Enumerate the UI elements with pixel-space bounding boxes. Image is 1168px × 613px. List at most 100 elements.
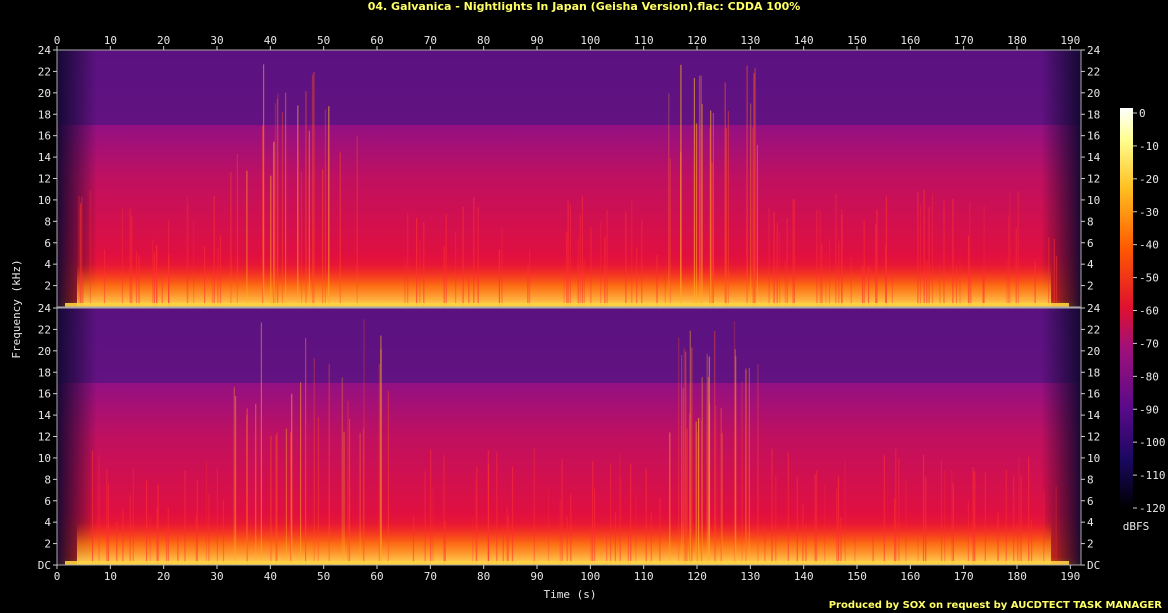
transient-streak: [404, 261, 406, 307]
transient-streak: [1055, 486, 1057, 565]
transient-streak: [507, 515, 509, 565]
transient-streak: [669, 432, 671, 565]
transient-streak: [619, 476, 621, 565]
transient-streak: [695, 421, 697, 565]
transient-streak: [412, 515, 415, 565]
transient-streak: [156, 506, 158, 565]
transient-streak: [424, 471, 426, 565]
transient-streak: [204, 246, 206, 307]
transient-streak: [590, 226, 592, 307]
transient-streak: [187, 204, 189, 307]
x-tick-top-label: 80: [477, 34, 490, 47]
colorbar-tick-label: -100: [1139, 436, 1166, 449]
x-tick-bottom-label: 140: [794, 570, 814, 583]
transient-streak: [724, 82, 726, 308]
transient-streak: [122, 509, 124, 565]
transient-streak: [79, 203, 82, 307]
transient-streak: [828, 238, 831, 307]
transient-streak: [432, 486, 434, 565]
transient-streak: [919, 205, 922, 307]
transient-streak: [630, 463, 632, 565]
transient-streak: [659, 498, 661, 565]
transient-streak: [1048, 237, 1050, 307]
transient-streak: [380, 335, 382, 565]
transient-streak: [614, 512, 616, 565]
transient-streak: [590, 528, 592, 565]
transient-streak: [416, 218, 418, 307]
top-panel-y-tick-right: 18: [1087, 108, 1100, 121]
axes-layer: 0 0 10 10 20 20 30 30 40 40 50 50 60 60 70 70 80 80 90 90 10…: [38, 34, 1101, 583]
transient-streak: [308, 130, 310, 307]
top-panel-y-tick-left: 18: [38, 108, 51, 121]
transient-streak: [444, 520, 446, 565]
bottom-panel-y-tick-right: 10: [1087, 452, 1100, 465]
transient-streak: [796, 476, 798, 565]
transient-streak: [300, 172, 303, 307]
x-tick-top-label: 70: [424, 34, 437, 47]
x-tick-top-label: 140: [794, 34, 814, 47]
transient-streak: [928, 207, 930, 307]
transient-streak: [1034, 261, 1036, 307]
top-panel-y-tick-right: 24: [1087, 44, 1101, 57]
bottom-panel-y-tick-right: 22: [1087, 323, 1100, 336]
colorbar-tick-label: -80: [1139, 370, 1159, 383]
bottom-panel-y-tick-right: 6: [1087, 495, 1094, 508]
transient-streak: [533, 448, 535, 565]
transient-streak: [348, 419, 351, 565]
transient-streak: [835, 193, 837, 307]
transient-streak: [205, 461, 207, 565]
bottom-panel-y-tick-left: 2: [44, 538, 51, 551]
transient-streak: [816, 210, 818, 307]
transient-streak: [645, 468, 647, 565]
top-panel-y-tick-left: 12: [38, 173, 51, 186]
transient-streak: [472, 517, 474, 565]
transient-streak: [700, 420, 703, 565]
transient-streak: [698, 75, 701, 307]
transient-streak: [636, 247, 638, 307]
transient-streak: [276, 432, 278, 565]
transient-streak: [885, 196, 887, 307]
transient-streak: [594, 488, 596, 565]
transient-streak: [689, 330, 691, 565]
transient-streak: [91, 450, 94, 565]
transient-streak: [681, 355, 683, 565]
transient-streak: [196, 479, 198, 565]
x-tick-top-label: 60: [370, 34, 383, 47]
transient-streak: [1053, 238, 1055, 307]
transient-streak: [680, 64, 682, 307]
colorbar-label: dBFS: [1123, 520, 1150, 533]
x-tick-bottom-label: 110: [634, 570, 654, 583]
transient-streak: [455, 232, 457, 307]
transient-streak: [156, 245, 158, 307]
colorbar-tick-label: -40: [1139, 239, 1159, 252]
transient-streak: [819, 210, 821, 307]
transient-streak: [854, 532, 856, 565]
transient-streak: [664, 266, 666, 307]
transient-streak: [750, 103, 752, 307]
transient-streak: [168, 254, 170, 307]
transient-streak: [356, 135, 358, 307]
x-tick-top-label: 90: [530, 34, 543, 47]
transient-streak: [695, 123, 698, 308]
transient-streak: [668, 93, 670, 307]
transient-streak: [805, 524, 807, 565]
transient-streak: [773, 211, 775, 307]
top-panel-y-tick-left: 24: [38, 44, 52, 57]
transient-streak: [876, 209, 878, 307]
transient-streak: [311, 74, 314, 307]
transient-streak: [701, 377, 703, 565]
transient-streak: [905, 479, 907, 565]
transient-streak: [305, 338, 307, 565]
transient-streak: [273, 141, 275, 307]
transient-streak: [712, 113, 714, 307]
transient-streak: [246, 170, 248, 307]
transient-streak: [984, 471, 986, 565]
x-tick-bottom-label: 30: [210, 570, 223, 583]
x-tick-bottom-label: 20: [157, 570, 170, 583]
transient-streak: [213, 195, 215, 307]
transient-streak: [177, 530, 179, 565]
transient-streak: [378, 364, 380, 565]
transient-streak: [764, 525, 766, 565]
x-tick-top-label: 190: [1060, 34, 1080, 47]
x-tick-top-label: 170: [954, 34, 974, 47]
